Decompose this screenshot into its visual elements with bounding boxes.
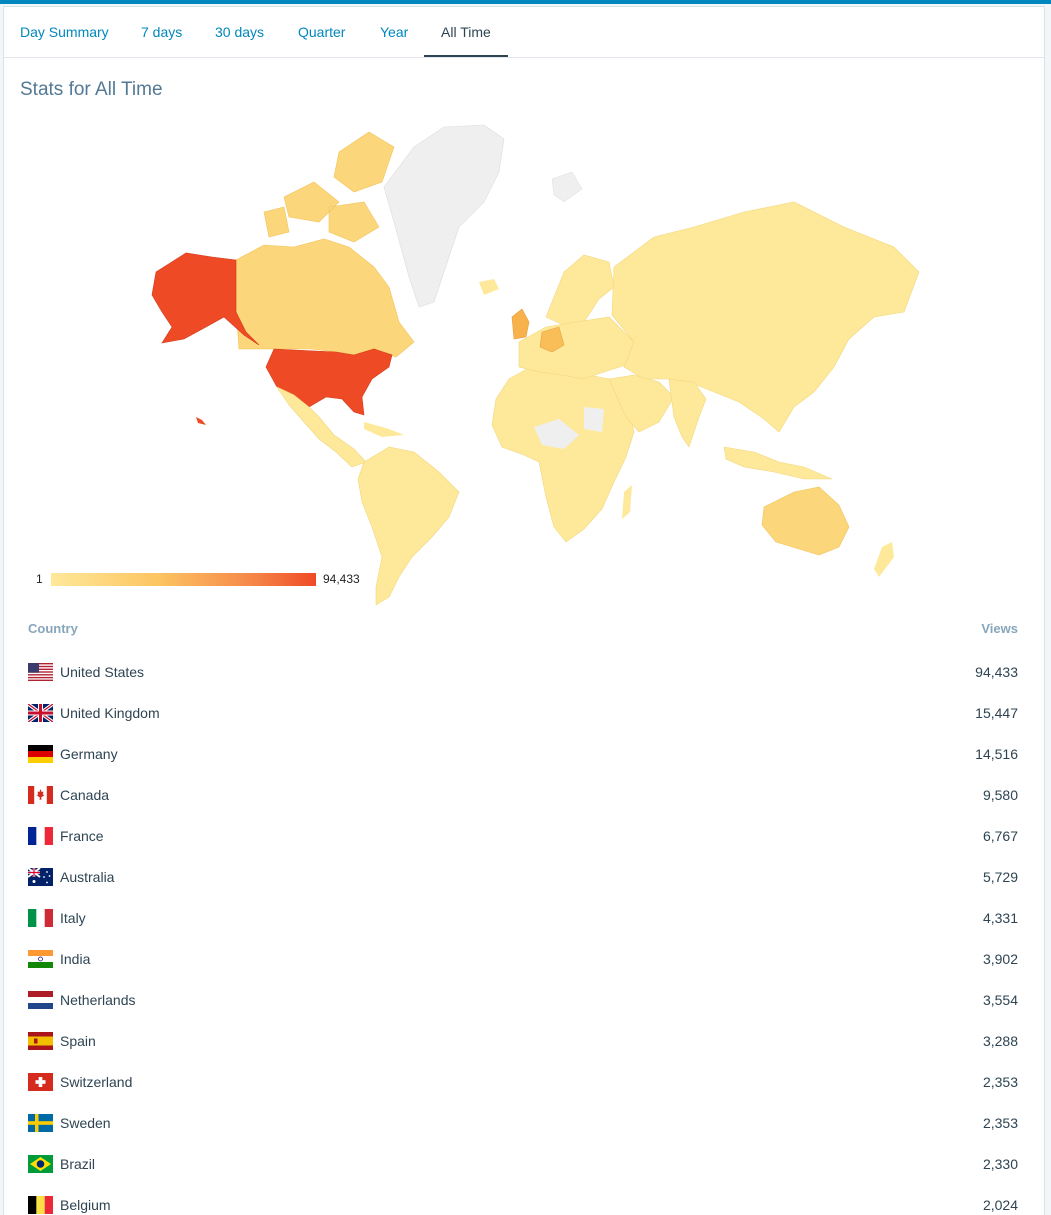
germany-flag-icon (28, 745, 53, 763)
page-title: Stats for All Time (20, 79, 163, 100)
tab-quarter[interactable]: Quarter (298, 24, 346, 40)
country-name: Switzerland (60, 1074, 133, 1090)
france-flag-icon (28, 827, 53, 845)
country-name: Brazil (60, 1156, 96, 1172)
tab-day-summary[interactable]: Day Summary (20, 24, 109, 40)
country-name: Germany (60, 746, 118, 762)
map-region-africa-unvisited[interactable] (534, 407, 604, 449)
country-name: Belgium (60, 1197, 111, 1213)
country-name: Sweden (60, 1115, 111, 1131)
canada-flag-icon (28, 786, 53, 804)
switzerland-flag-icon (28, 1073, 53, 1091)
map-region-iceland[interactable] (479, 279, 499, 295)
map-region-canada[interactable] (235, 238, 415, 358)
tab-30-days[interactable]: 30 days (215, 24, 265, 40)
map-region-united-kingdom[interactable] (511, 308, 530, 340)
active-tab-indicator (424, 55, 508, 57)
table-row[interactable]: United Kingdom 15,447 (4, 699, 1044, 740)
map-region-madagascar[interactable] (622, 485, 632, 519)
table-row[interactable]: Spain 3,288 (4, 1027, 1044, 1068)
views-value: 6,767 (982, 828, 1018, 844)
map-region-svalbard[interactable] (551, 171, 583, 203)
country-name: Spain (60, 1033, 96, 1049)
stats-card: Day Summary 7 days 30 days Quarter Year … (3, 6, 1045, 1215)
views-value: 3,288 (982, 1033, 1018, 1049)
map-region-japan[interactable] (812, 332, 829, 372)
views-column-header: Views (981, 621, 1018, 636)
map-region-europe[interactable] (518, 316, 635, 380)
views-value: 15,447 (975, 705, 1018, 721)
country-name: Australia (60, 869, 115, 885)
map-region-germany[interactable] (539, 326, 565, 353)
views-value: 5,729 (982, 869, 1018, 885)
country-name: India (60, 951, 91, 967)
table-row[interactable]: Brazil 2,330 (4, 1150, 1044, 1191)
legend-max-label: 94,433 (323, 572, 360, 586)
country-column-header: Country (28, 621, 78, 636)
table-row[interactable]: Australia 5,729 (4, 863, 1044, 904)
belgium-flag-icon (28, 1196, 53, 1214)
views-value: 2,330 (982, 1156, 1018, 1172)
world-map (151, 124, 920, 606)
india-flag-icon (28, 950, 53, 968)
table-row[interactable]: United States 94,433 (4, 658, 1044, 699)
tab-all-time[interactable]: All Time (441, 24, 491, 40)
table-row[interactable]: India 3,902 (4, 945, 1044, 986)
period-tabs: Day Summary 7 days 30 days Quarter Year … (4, 7, 1044, 58)
map-region-hawaii[interactable] (196, 417, 206, 425)
legend-gradient-bar (51, 573, 316, 586)
map-region-africa[interactable] (491, 364, 635, 543)
views-value: 2,024 (982, 1197, 1018, 1213)
map-region-caribbean[interactable] (364, 422, 404, 437)
table-row[interactable]: Germany 14,516 (4, 740, 1044, 781)
country-name: Italy (60, 910, 86, 926)
us-flag-icon (28, 663, 53, 681)
views-value: 4,331 (982, 910, 1018, 926)
map-region-india[interactable] (668, 378, 707, 448)
map-region-alaska[interactable] (151, 252, 260, 346)
map-region-australia[interactable] (761, 486, 850, 556)
map-region-middle-east[interactable] (608, 374, 675, 433)
uk-flag-icon (28, 704, 53, 722)
map-region-south-america[interactable] (357, 446, 460, 606)
map-region-southeast-asia[interactable] (723, 446, 833, 480)
views-value: 14,516 (975, 746, 1018, 762)
map-region-canada-arctic[interactable] (263, 131, 395, 243)
country-name: United Kingdom (60, 705, 160, 721)
table-row[interactable]: Sweden 2,353 (4, 1109, 1044, 1150)
views-value: 2,353 (982, 1115, 1018, 1131)
table-row[interactable]: Netherlands 3,554 (4, 986, 1044, 1027)
country-name: Netherlands (60, 992, 136, 1008)
views-value: 3,902 (982, 951, 1018, 967)
views-value: 3,554 (982, 992, 1018, 1008)
country-name: France (60, 828, 104, 844)
tab-year[interactable]: Year (380, 24, 409, 40)
table-row[interactable]: Canada 9,580 (4, 781, 1044, 822)
table-row[interactable]: France 6,767 (4, 822, 1044, 863)
tab-7-days[interactable]: 7 days (141, 24, 183, 40)
spain-flag-icon (28, 1032, 53, 1050)
views-value: 9,580 (982, 787, 1018, 803)
table-row[interactable]: Switzerland 2,353 (4, 1068, 1044, 1109)
views-value: 2,353 (982, 1074, 1018, 1090)
table-row[interactable]: Belgium 2,024 (4, 1191, 1044, 1215)
country-name: United States (60, 664, 145, 680)
country-name: Canada (60, 787, 110, 803)
table-row[interactable]: Italy 4,331 (4, 904, 1044, 945)
map-region-united-states[interactable] (265, 348, 393, 416)
map-region-greenland[interactable] (383, 124, 505, 308)
top-accent-bar (0, 0, 1051, 4)
legend-min-label: 1 (36, 572, 43, 586)
map-region-new-zealand[interactable] (874, 542, 894, 577)
sweden-flag-icon (28, 1114, 53, 1132)
views-value: 94,433 (975, 664, 1018, 680)
netherlands-flag-icon (28, 991, 53, 1009)
australia-flag-icon (28, 868, 53, 886)
brazil-flag-icon (28, 1155, 53, 1173)
italy-flag-icon (28, 909, 53, 927)
